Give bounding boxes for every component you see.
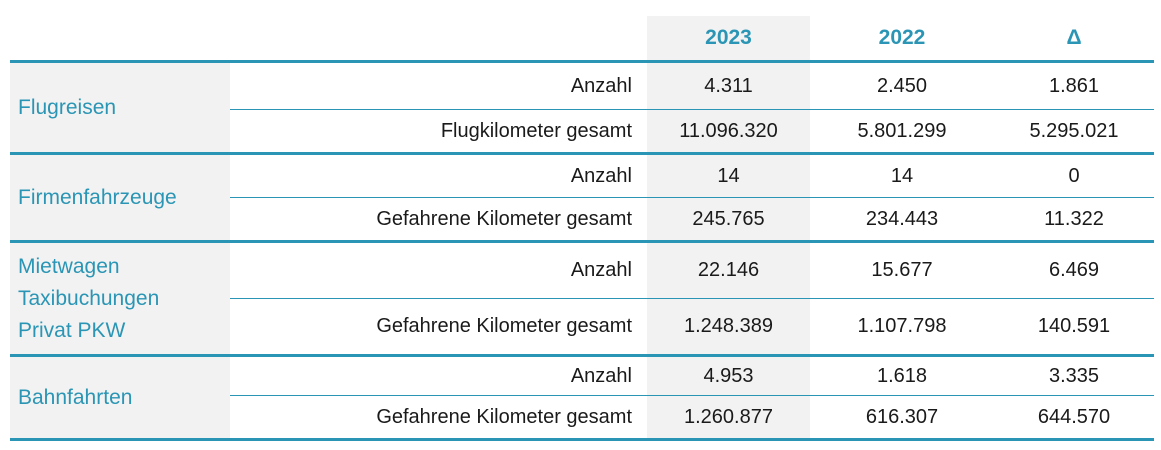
group-firmenfahrzeuge: Firmenfahrzeuge Anzahl 14 14 0 Gefahrene…: [10, 152, 1154, 240]
value-2023: 14: [647, 155, 810, 197]
value-2022: 14: [890, 164, 914, 187]
group-label-line: Bahnfahrten: [18, 385, 133, 409]
value-2022: 5.801.299: [857, 119, 947, 142]
value-delta: 140.591: [1037, 315, 1111, 337]
table-row: Anzahl 4.311 2.450 1.861: [230, 63, 1154, 109]
value-2022: 234.443: [865, 207, 939, 230]
value-2022: 2.450: [876, 74, 928, 97]
table-header: 2023 2022 Δ: [10, 16, 1154, 60]
group-label: Mietwagen Taxibuchungen Privat PKW: [10, 243, 230, 354]
travel-statistics-table: 2023 2022 Δ Flugreisen Anzahl 4.311 2.45…: [10, 16, 1154, 441]
value-2022: 15.677: [871, 259, 933, 281]
group-mietwagen-taxi-pkw: Mietwagen Taxibuchungen Privat PKW Anzah…: [10, 240, 1154, 354]
group-label: Flugreisen: [10, 63, 230, 152]
group-flugreisen: Flugreisen Anzahl 4.311 2.450 1.861 Flug…: [10, 60, 1154, 152]
value-delta: 11.322: [1044, 207, 1104, 230]
table-row: Anzahl 14 14 0: [230, 155, 1154, 197]
value-2023: 1.260.877: [647, 396, 810, 438]
value-delta: 6.469: [1048, 259, 1100, 281]
value-2023: 4.311: [647, 63, 810, 109]
row-label: Anzahl: [570, 164, 632, 187]
value-2023: 1.248.389: [647, 299, 810, 354]
value-2022: 616.307: [865, 405, 939, 428]
value-2023: 4.953: [647, 357, 810, 395]
group-label-line: Mietwagen: [18, 254, 120, 278]
value-delta: 5.295.021: [1029, 119, 1119, 142]
group-label: Bahnfahrten: [10, 357, 230, 438]
row-label: Gefahrene Kilometer gesamt: [376, 207, 632, 230]
value-2023: 22.146: [647, 243, 810, 298]
table-row: Anzahl 4.953 1.618 3.335: [230, 357, 1154, 395]
column-header-2023: 2023: [647, 16, 810, 60]
row-label: Anzahl: [570, 259, 632, 281]
value-delta: 644.570: [1037, 405, 1111, 428]
row-label: Gefahrene Kilometer gesamt: [376, 405, 632, 428]
value-delta: 3.335: [1048, 364, 1100, 387]
table-row: Gefahrene Kilometer gesamt 1.260.877 616…: [230, 395, 1154, 438]
table-row: Gefahrene Kilometer gesamt 245.765 234.4…: [230, 197, 1154, 240]
table-row: Flugkilometer gesamt 11.096.320 5.801.29…: [230, 109, 1154, 152]
value-2022: 1.107.798: [857, 315, 947, 337]
group-label-line: Privat PKW: [18, 318, 126, 342]
group-label-line: Taxibuchungen: [18, 286, 160, 310]
value-2023: 245.765: [647, 198, 810, 240]
row-label: Anzahl: [570, 364, 632, 387]
group-label-line: Flugreisen: [18, 95, 117, 119]
value-delta: 1.861: [1048, 74, 1100, 97]
column-header-2022: 2022: [878, 26, 926, 49]
value-delta: 0: [1068, 164, 1080, 187]
group-label: Firmenfahrzeuge: [10, 155, 230, 240]
value-2023: 11.096.320: [647, 110, 810, 152]
table-row: Anzahl 22.146 15.677 6.469: [230, 243, 1154, 298]
group-label-line: Firmenfahrzeuge: [18, 185, 177, 209]
group-bahnfahrten: Bahnfahrten Anzahl 4.953 1.618 3.335 Gef…: [10, 354, 1154, 441]
row-label: Gefahrene Kilometer gesamt: [376, 315, 632, 337]
row-label: Anzahl: [570, 74, 632, 97]
column-header-delta: Δ: [1066, 26, 1082, 49]
row-label: Flugkilometer gesamt: [440, 119, 632, 142]
value-2022: 1.618: [876, 364, 928, 387]
table-row: Gefahrene Kilometer gesamt 1.248.389 1.1…: [230, 298, 1154, 354]
